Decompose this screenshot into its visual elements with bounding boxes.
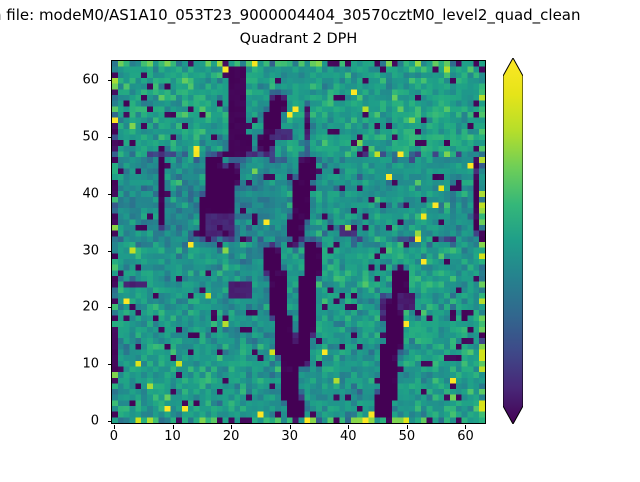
x-tick-label: 50 bbox=[398, 429, 416, 444]
y-tick-mark bbox=[107, 307, 111, 309]
y-axis-tick-marks bbox=[107, 60, 112, 424]
x-tick-label: 30 bbox=[281, 429, 298, 444]
y-axis-tick-labels: 0 10 20 30 40 50 60 bbox=[0, 60, 105, 427]
y-tick-mark bbox=[107, 364, 111, 366]
y-tick-mark bbox=[107, 421, 111, 423]
axes-title: Quadrant 2 DPH bbox=[239, 31, 358, 47]
colorbar: 050100150200250300350400 bbox=[503, 58, 523, 424]
x-axis-tick-labels: 0 10 20 30 40 50 60 bbox=[109, 424, 486, 454]
y-tick-mark bbox=[107, 136, 111, 138]
y-tick-mark bbox=[107, 79, 111, 81]
x-tick-mark bbox=[406, 425, 408, 429]
x-axis-tick-marks bbox=[111, 425, 486, 431]
y-tick-label: 10 bbox=[82, 356, 99, 372]
x-tick-label: 0 bbox=[109, 429, 119, 444]
x-tick-mark bbox=[289, 425, 291, 429]
x-tick-mark bbox=[172, 425, 174, 429]
y-tick-label: 20 bbox=[82, 299, 99, 315]
heatmap-image bbox=[112, 61, 485, 423]
y-tick-label: 60 bbox=[82, 72, 99, 88]
x-tick-label: 10 bbox=[164, 429, 181, 444]
figure-suptitle: n file: modeM0/AS1A10_053T23_9000004404_… bbox=[0, 6, 581, 24]
x-tick-mark bbox=[231, 425, 233, 429]
colorbar-gradient bbox=[503, 58, 523, 424]
y-tick-label: 30 bbox=[82, 243, 99, 259]
y-tick-label: 0 bbox=[90, 413, 99, 429]
figure-suptitle-clip: n file: modeM0/AS1A10_053T23_9000004404_… bbox=[0, 4, 640, 26]
x-tick-mark bbox=[348, 425, 350, 429]
heatmap-axes[interactable] bbox=[111, 60, 486, 424]
y-tick-label: 50 bbox=[82, 129, 99, 145]
x-tick-label: 60 bbox=[457, 429, 474, 444]
x-tick-mark bbox=[113, 425, 115, 429]
y-tick-mark bbox=[107, 193, 111, 195]
x-tick-mark bbox=[465, 425, 467, 429]
x-tick-label: 20 bbox=[222, 429, 240, 444]
x-tick-label: 40 bbox=[340, 429, 357, 444]
y-tick-mark bbox=[107, 250, 111, 252]
y-tick-label: 40 bbox=[82, 186, 99, 202]
